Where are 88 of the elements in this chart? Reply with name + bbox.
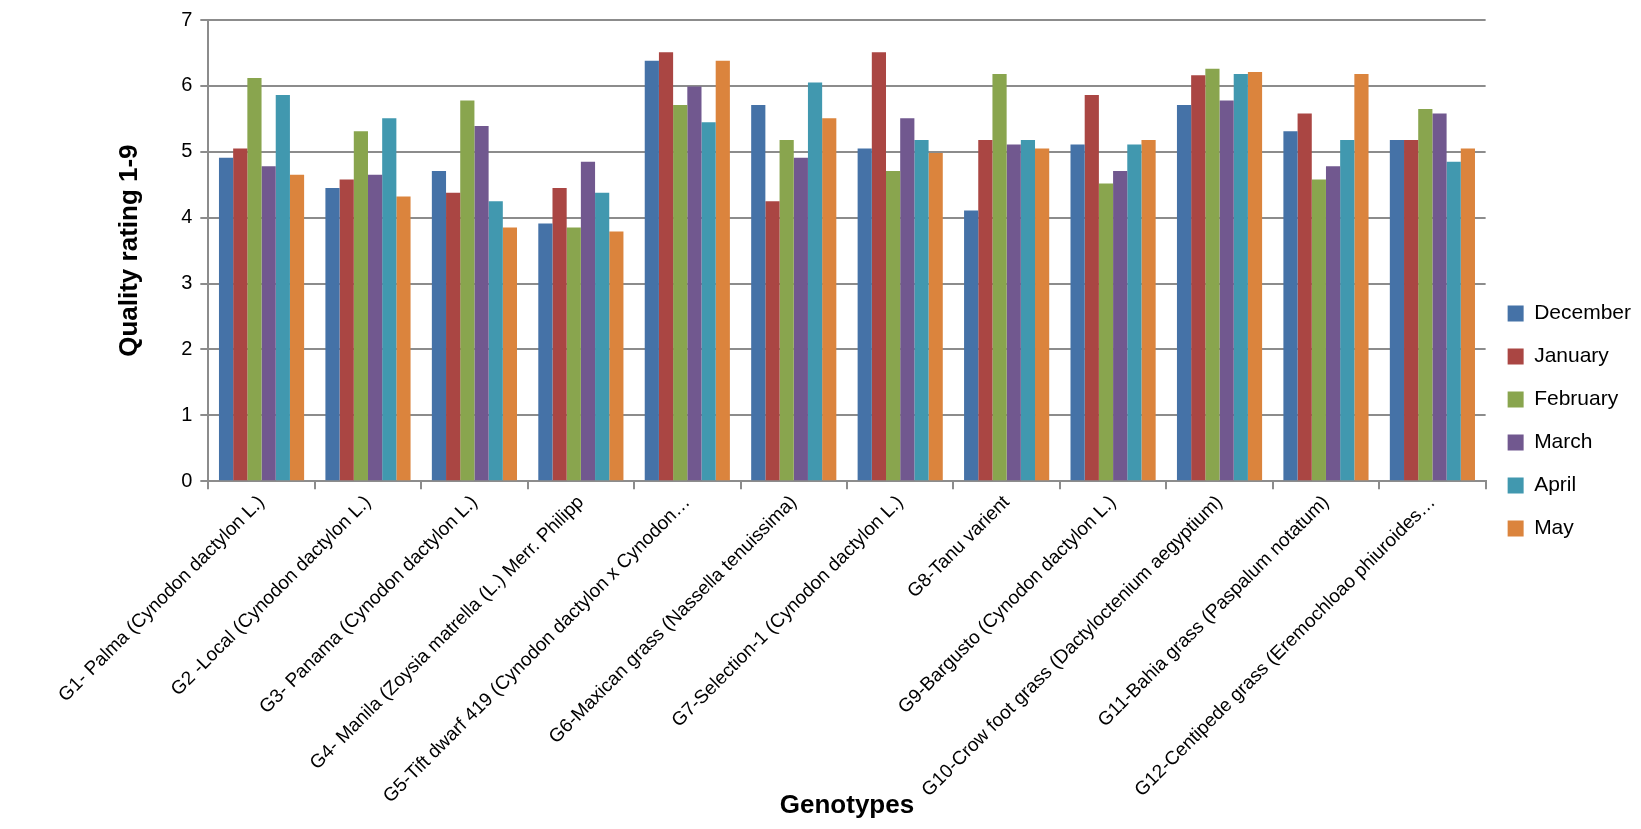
legend-label: March bbox=[1534, 429, 1593, 453]
bar bbox=[928, 153, 943, 481]
bar bbox=[822, 118, 837, 481]
bar bbox=[1404, 139, 1419, 481]
legend-label: February bbox=[1534, 386, 1619, 410]
bar bbox=[1176, 105, 1192, 481]
bar bbox=[382, 118, 397, 481]
bar bbox=[289, 174, 305, 481]
bar bbox=[886, 170, 901, 481]
bar bbox=[857, 148, 872, 481]
bar bbox=[488, 201, 503, 481]
bar bbox=[900, 118, 915, 481]
bar bbox=[502, 227, 518, 481]
bar bbox=[1389, 139, 1405, 481]
bar bbox=[275, 95, 290, 481]
bar bbox=[1446, 161, 1461, 481]
bar bbox=[552, 188, 567, 481]
bar bbox=[673, 105, 688, 481]
bar bbox=[566, 227, 581, 481]
bar bbox=[261, 166, 276, 481]
bar bbox=[1219, 100, 1234, 481]
legend-label: May bbox=[1534, 515, 1575, 539]
legend-label: January bbox=[1534, 343, 1610, 367]
bar bbox=[218, 157, 234, 481]
bar bbox=[914, 139, 929, 481]
bar bbox=[1233, 74, 1248, 481]
bar bbox=[1297, 113, 1312, 481]
y-tick-label: 5 bbox=[181, 139, 193, 162]
bar bbox=[687, 86, 702, 481]
bar bbox=[964, 210, 979, 481]
bar bbox=[1340, 139, 1355, 481]
bar bbox=[871, 52, 887, 481]
bar bbox=[1098, 183, 1114, 481]
bar bbox=[431, 170, 447, 481]
y-tick-label: 4 bbox=[181, 205, 193, 228]
bar bbox=[1460, 148, 1475, 481]
bar bbox=[339, 179, 354, 481]
bar bbox=[474, 126, 489, 481]
y-tick-label: 7 bbox=[181, 7, 193, 30]
bar bbox=[1113, 170, 1128, 481]
bar bbox=[367, 174, 383, 481]
bar bbox=[715, 60, 730, 481]
legend-label: December bbox=[1534, 300, 1632, 324]
bar bbox=[609, 231, 624, 481]
bar bbox=[1418, 108, 1433, 481]
legend-label: April bbox=[1534, 472, 1577, 496]
bar bbox=[1006, 144, 1021, 481]
bar bbox=[779, 139, 794, 481]
y-tick-label: 3 bbox=[181, 271, 193, 294]
bar bbox=[1020, 139, 1036, 481]
bar bbox=[1070, 144, 1085, 481]
bar bbox=[1084, 95, 1099, 481]
bar bbox=[1141, 139, 1156, 481]
bar bbox=[446, 192, 461, 481]
bar bbox=[538, 223, 553, 481]
bar bbox=[1432, 113, 1447, 481]
y-axis-title: Quality rating 1-9 bbox=[112, 144, 143, 357]
bar bbox=[1035, 148, 1050, 481]
bar bbox=[992, 74, 1007, 481]
bar bbox=[793, 157, 808, 481]
bar bbox=[765, 201, 780, 481]
bar bbox=[978, 139, 993, 481]
y-tick-label: 2 bbox=[181, 336, 193, 359]
bar bbox=[595, 192, 610, 481]
bar bbox=[460, 100, 475, 481]
x-axis-title: Genotypes bbox=[779, 788, 915, 819]
y-tick-label: 6 bbox=[181, 73, 193, 96]
bar bbox=[1325, 166, 1341, 481]
bar bbox=[1205, 68, 1220, 481]
bar bbox=[807, 82, 823, 481]
bar bbox=[658, 52, 674, 481]
bar bbox=[1247, 72, 1263, 481]
bar bbox=[1311, 179, 1326, 481]
bar bbox=[580, 161, 596, 481]
bar bbox=[1283, 131, 1298, 481]
y-tick-label: 0 bbox=[181, 468, 193, 491]
bar bbox=[1127, 144, 1142, 481]
bar bbox=[247, 77, 262, 481]
bar bbox=[233, 148, 248, 481]
bar bbox=[325, 188, 340, 481]
bar bbox=[644, 60, 659, 481]
bar bbox=[751, 105, 766, 481]
bar bbox=[1191, 75, 1206, 481]
bar bbox=[701, 122, 716, 481]
bar bbox=[353, 131, 368, 481]
bar bbox=[396, 196, 411, 481]
y-tick-label: 1 bbox=[181, 402, 193, 425]
bar bbox=[1354, 74, 1369, 481]
